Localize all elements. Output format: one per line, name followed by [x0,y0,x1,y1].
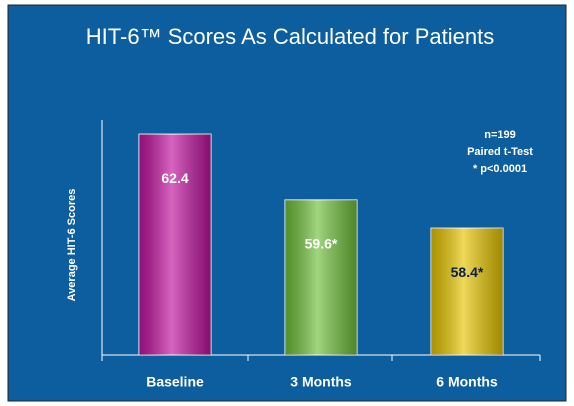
x-tick-label: 3 Months [290,374,352,390]
value-label: 59.6* [305,236,338,252]
annotation: Paired t-Test [467,146,533,158]
y-axis-label: Average HIT-6 Scores [66,189,78,302]
bar-shine [285,199,357,355]
annotation: n=199 [484,129,516,141]
x-tick-label: Baseline [146,374,204,390]
annotation: * p<0.0001 [473,163,527,175]
x-tick-label: 6 Months [436,374,498,390]
value-label: 62.4 [161,170,188,186]
bar-shine [139,134,211,355]
value-label: 58.4* [451,264,484,280]
bar-shine [431,228,503,355]
chart-title: HIT-6™ Scores As Calculated for Patients [86,24,494,49]
